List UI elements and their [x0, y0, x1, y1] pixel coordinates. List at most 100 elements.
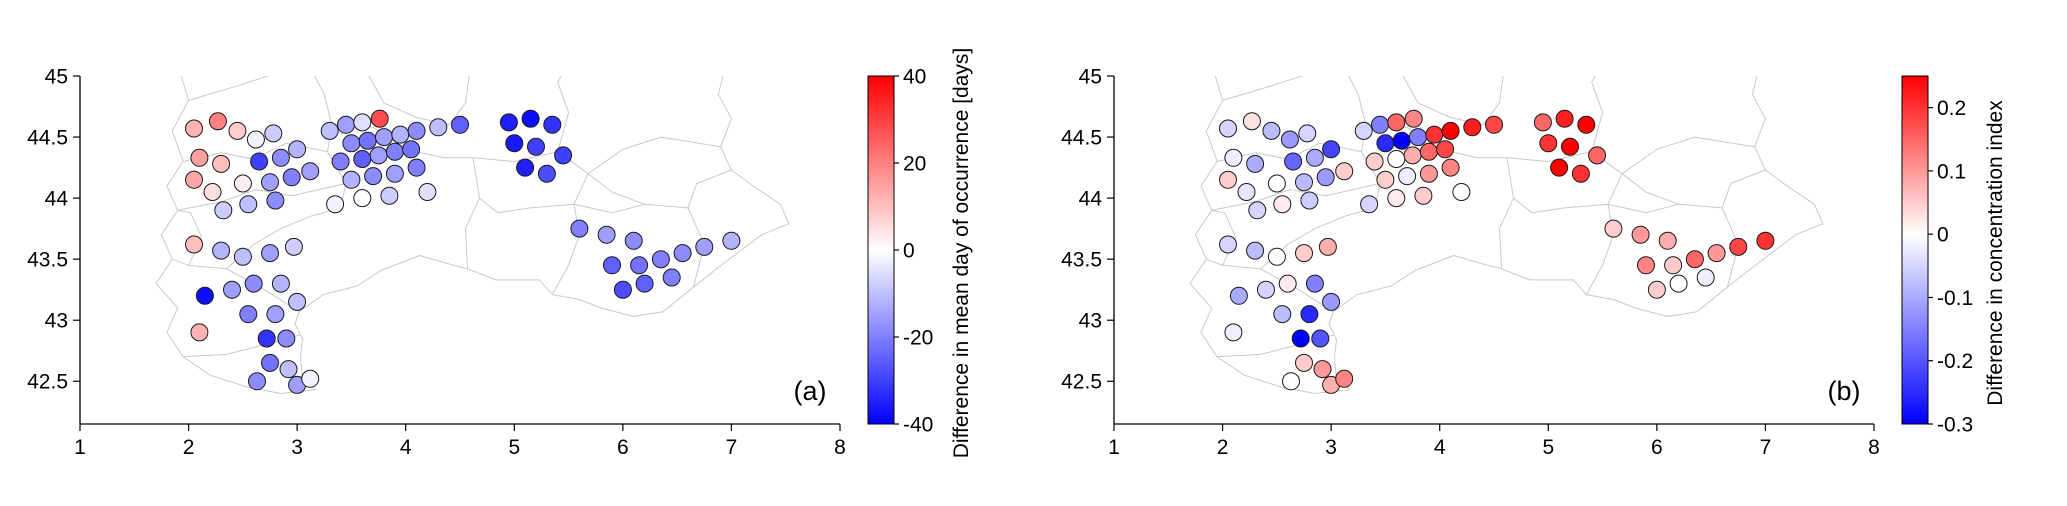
scatter-point	[418, 183, 437, 201]
scatter-point	[1588, 146, 1607, 165]
scatter-point	[1322, 140, 1341, 159]
scatter-point	[246, 130, 265, 149]
colorbar-tick-label: 0.1	[1937, 160, 1966, 183]
scatter-point	[1300, 305, 1319, 324]
map-outline	[155, 76, 790, 394]
x-tick-label: 4	[400, 436, 412, 459]
x-tick-label: 3	[291, 436, 303, 459]
scatter-point	[271, 274, 290, 293]
colorbar	[1901, 75, 1929, 425]
scatter-point	[385, 164, 404, 183]
scatter-point	[342, 134, 361, 153]
scatter-point	[499, 113, 518, 132]
scatter-point	[1284, 152, 1303, 171]
colorbar-tick-label: -40	[903, 413, 933, 436]
scatter-point	[288, 140, 307, 159]
colorbar-tick-label: 20	[903, 152, 926, 175]
scatter-point	[1387, 113, 1406, 132]
y-tick-label: 44	[1079, 187, 1103, 210]
y-tick-label: 44.5	[27, 126, 68, 149]
scatter-point	[1403, 146, 1422, 165]
scatter-point	[250, 152, 269, 171]
scatter-point	[1298, 124, 1317, 143]
scatter-point	[1533, 113, 1552, 132]
scatter-point	[1664, 256, 1683, 275]
scatter-point	[543, 115, 562, 134]
scatter-points	[1219, 109, 1775, 394]
scatter-point	[1273, 195, 1292, 214]
scatter-point	[1242, 112, 1261, 131]
scatter-point	[1257, 280, 1275, 299]
scatter-point	[613, 280, 632, 299]
scatter-point	[1452, 183, 1471, 201]
scatter-point	[1305, 148, 1324, 167]
scatter-point	[195, 286, 214, 305]
scatter-point	[1295, 244, 1313, 263]
scatter-point	[257, 329, 276, 348]
scatter-point	[1335, 369, 1354, 388]
scatter-point	[1707, 244, 1726, 263]
scatter-point	[1414, 186, 1433, 205]
x-tick-label: 2	[183, 436, 195, 459]
scatter-point	[190, 148, 209, 167]
scatter-point	[407, 158, 426, 177]
colorbar-tick-label: -20	[903, 326, 933, 349]
scatter-point	[1229, 286, 1248, 305]
scatter-point	[1463, 118, 1482, 137]
scatter-point	[261, 244, 279, 263]
y-tick-label: 43	[45, 310, 68, 333]
scatter-point	[185, 170, 203, 189]
scatter-point	[1219, 235, 1237, 254]
scatter-point	[301, 369, 320, 388]
scatter-point	[233, 174, 252, 193]
scatter-point	[1371, 115, 1389, 134]
scatter-point	[380, 186, 399, 205]
scatter-point	[1300, 191, 1319, 210]
scatter-point	[635, 274, 654, 293]
scatter-point	[1246, 154, 1265, 173]
scatter-point	[1571, 164, 1590, 183]
scatter-point	[1419, 142, 1438, 161]
scatter-point	[239, 195, 258, 214]
y-tick-label: 42.5	[27, 371, 68, 394]
scatter-point	[673, 244, 692, 263]
scatter-point	[1696, 268, 1715, 287]
scatter-point	[1419, 164, 1438, 183]
scatter-point	[1376, 170, 1395, 189]
scatter-point	[1436, 140, 1455, 159]
x-tick-label: 1	[74, 436, 86, 459]
scatter-point	[320, 121, 339, 140]
scatter-point	[1550, 158, 1569, 177]
scatter-point	[1685, 250, 1704, 269]
scatter-point	[1248, 201, 1267, 220]
scatter-point	[337, 115, 355, 134]
scatter-point	[1425, 125, 1444, 144]
scatter-point	[1555, 109, 1574, 128]
x-tick-label: 8	[834, 436, 846, 459]
scatter-point	[1577, 115, 1596, 134]
scatter-point	[1647, 280, 1666, 299]
map-panel-b: 1 2 3 4 5 6 7 842.54343.54444.545-0.3-0.2-0.100…	[1061, 65, 1973, 459]
scatter-point	[1441, 121, 1460, 140]
scatter-point	[624, 231, 643, 250]
scatter-point	[429, 118, 448, 137]
scatter-point	[505, 134, 524, 153]
scatter-point	[1278, 274, 1297, 293]
x-tick-label: 3	[1325, 436, 1337, 459]
scatter-point	[248, 372, 266, 391]
scatter-point	[353, 189, 372, 208]
scatter-point	[1246, 241, 1265, 260]
scatter-point	[1295, 173, 1313, 192]
scatter-point	[451, 115, 469, 134]
scatter-point	[266, 305, 285, 324]
scatter-point	[695, 237, 714, 256]
x-tick-label: 6	[617, 436, 629, 459]
x-tick-label: 5	[508, 436, 520, 459]
colorbar-tick-label: 40	[903, 65, 926, 88]
scatter-point	[1318, 237, 1337, 256]
scatter-point	[1360, 195, 1379, 214]
scatter-point	[239, 305, 258, 324]
colorbar-label-a: Difference in mean day of occurrence [da…	[950, 47, 973, 459]
